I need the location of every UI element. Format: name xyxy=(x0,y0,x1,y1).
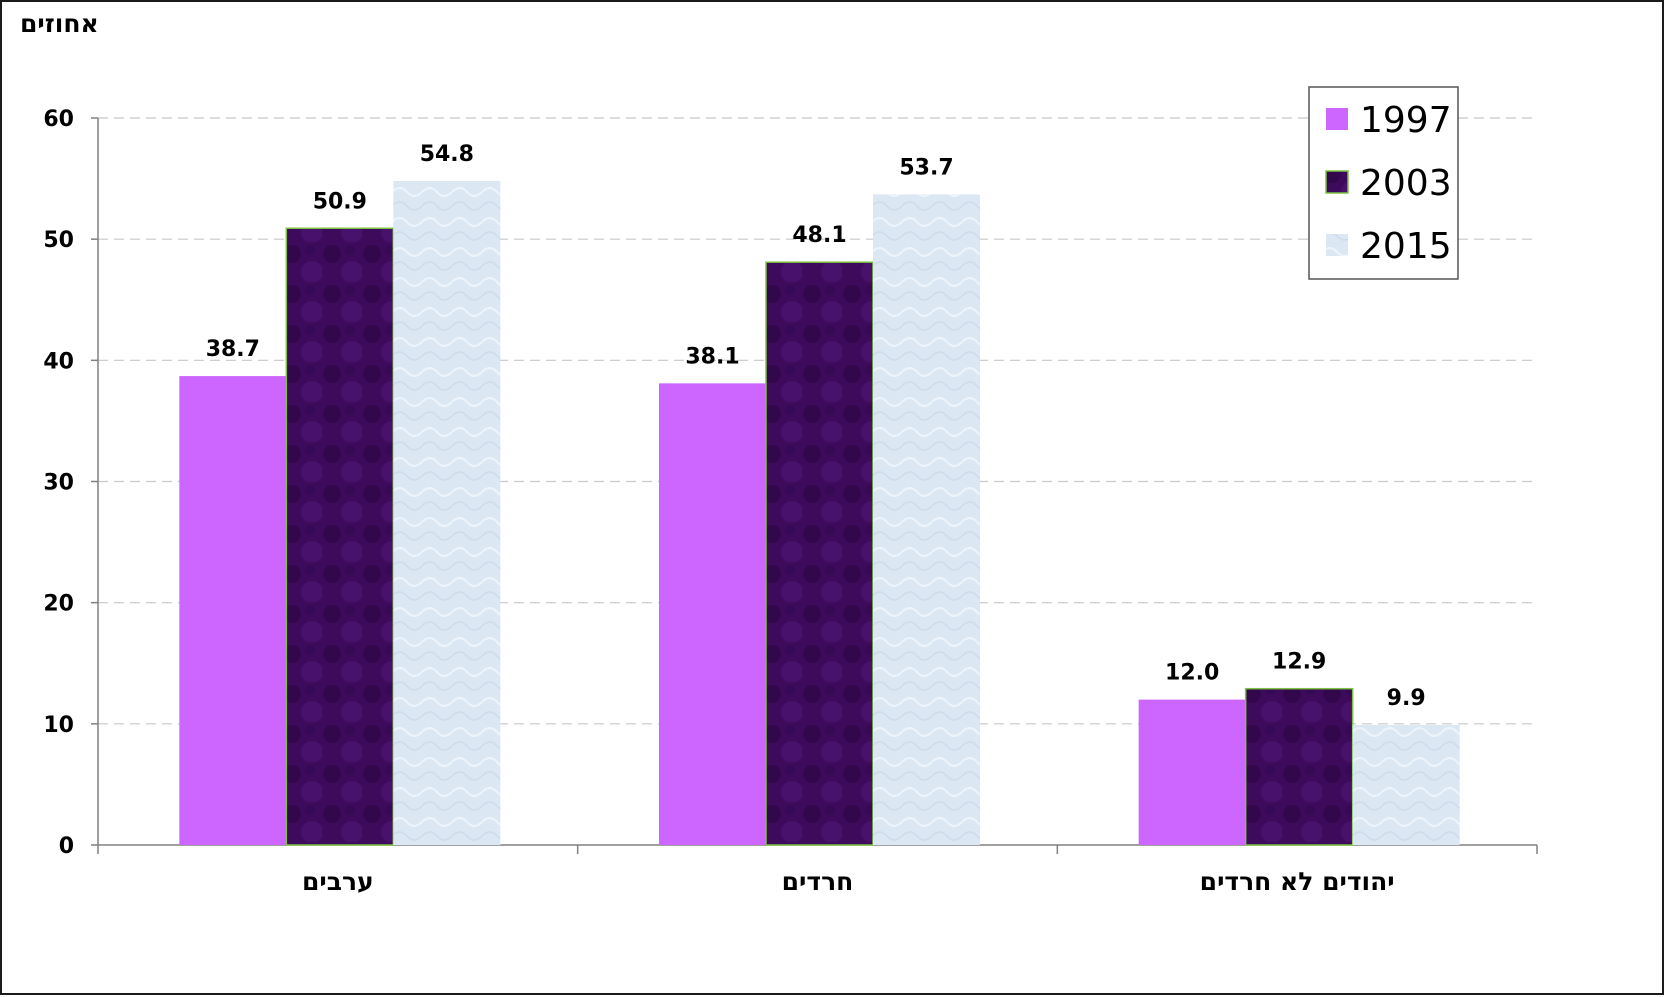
y-tick-label: 10 xyxy=(43,713,74,738)
y-tick-label: 60 xyxy=(43,107,74,132)
data-label: 38.7 xyxy=(206,337,260,362)
legend: 1997 2003 2015 xyxy=(1308,86,1459,280)
data-labels: 38.7 50.9 54.8 38.1 48.1 53.7 12.0 12.9 9.9 xyxy=(206,142,1426,711)
data-label: 53.7 xyxy=(899,155,953,180)
bar-2003 xyxy=(1244,687,1354,846)
category-label: יהודים לא חרדים xyxy=(1200,867,1395,896)
bar-2003 xyxy=(285,227,395,846)
data-label: 12.9 xyxy=(1272,650,1326,675)
data-label: 9.9 xyxy=(1387,686,1426,711)
bar-2015 xyxy=(873,194,980,845)
y-tick-label: 20 xyxy=(43,592,74,617)
data-label: 48.1 xyxy=(792,223,846,248)
bar-1997 xyxy=(179,376,287,845)
legend-swatch-2015 xyxy=(1326,234,1348,256)
y-tick-label: 30 xyxy=(43,471,74,496)
legend-swatch-1997 xyxy=(1326,108,1348,130)
bar-2015 xyxy=(1352,725,1460,845)
y-tick-label: 40 xyxy=(43,349,74,374)
data-label: 50.9 xyxy=(313,189,367,214)
bar-1997 xyxy=(1138,699,1246,845)
y-tick-label: 50 xyxy=(43,228,74,253)
category-label: ערבים xyxy=(302,867,374,896)
bars xyxy=(179,181,1460,846)
y-tick-label: 0 xyxy=(59,834,74,859)
bar-2015 xyxy=(393,181,501,846)
data-label: 38.1 xyxy=(685,344,739,369)
y-axis-unit-label: אחוזים xyxy=(20,9,99,38)
gridlines xyxy=(91,117,1538,854)
legend-swatch-2003 xyxy=(1325,170,1349,194)
category-labels: ערבים חרדים יהודים לא חרדים xyxy=(302,867,1395,896)
legend-label-2015: 2015 xyxy=(1360,226,1452,267)
category-label: חרדים xyxy=(782,867,854,896)
bar-1997 xyxy=(659,383,766,845)
y-tick-labels: 0 10 20 30 40 50 60 xyxy=(43,107,74,859)
bar-2003 xyxy=(765,261,874,846)
legend-label-1997: 1997 xyxy=(1360,100,1452,141)
data-label: 12.0 xyxy=(1165,661,1219,686)
legend-label-2003: 2003 xyxy=(1360,163,1452,204)
data-label: 54.8 xyxy=(420,142,474,167)
